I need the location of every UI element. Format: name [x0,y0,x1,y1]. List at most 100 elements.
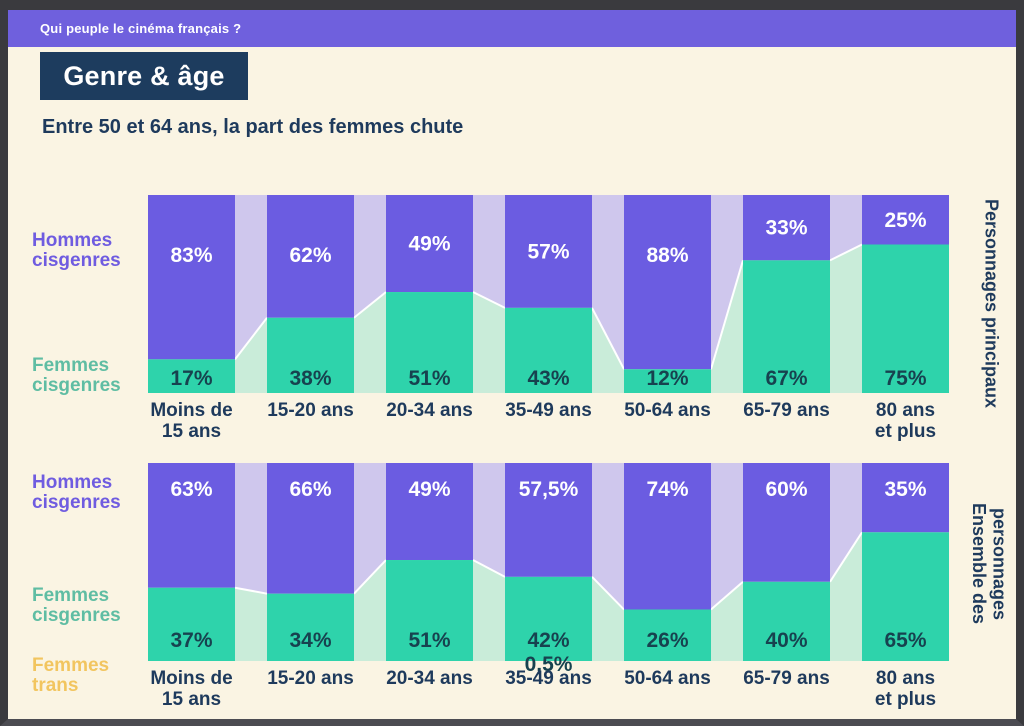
bar-value-femmes: 75% [884,367,926,390]
x-axis-label: 80 ans et plus [874,668,937,710]
bar-value-femmes: 26% [646,629,688,652]
bar-value-hommes: 74% [646,478,688,501]
connector-hommes [473,463,505,577]
bar-value-hommes: 62% [289,244,331,267]
bar-segment-hommes [267,463,354,594]
bar-segment-femmes [386,560,473,661]
legend-femmes-trans-chart2: Femmes trans [32,655,110,697]
connector-hommes [354,463,386,594]
bar-segment-femmes [148,359,235,393]
bar-segment-hommes [862,463,949,533]
connector-femmes [235,587,267,661]
connector-divider [234,586,268,595]
chart2-rotated-title: Ensemble des personnages [969,503,1010,625]
bar-segment-femmes [267,317,354,393]
bar-segment-hommes [148,463,235,588]
chart-subtitle: Entre 50 et 64 ans, la part des femmes c… [42,116,464,138]
x-axis-label: Moins de 15 ans [150,668,233,710]
connector-femmes [473,560,505,661]
connector-hommes [235,463,267,594]
x-axis-label: 15-20 ans [267,400,354,421]
bar-segment-femmes [624,609,711,661]
connector-divider [591,307,625,370]
connector-divider [472,559,506,578]
bar-value-hommes: 60% [765,478,807,501]
bar-segment-hommes [743,195,830,261]
legend-femmes-cisgenres-chart1: Femmes cisgenres [32,355,121,397]
x-axis-label: 65-79 ans [743,668,830,689]
legend-femmes-cisgenres-chart2: Femmes cisgenres [32,585,121,627]
bar-segment-femmes [148,587,235,661]
bar-segment-femmes [862,532,949,661]
connector-divider [353,559,387,595]
chart-ensemble-personnages: 63% 37% 66% 34% 49% 51% 57,5% 42%0,5% 74% 26% 60% 4… [148,463,949,676]
connector-hommes [711,463,743,610]
bar-segment-hommes [386,195,473,293]
connector-hommes [354,195,386,318]
connector-divider [710,260,744,370]
legend-hommes-cisgenres-chart1: Hommes cisgenres [32,230,121,272]
connector-femmes [830,532,862,661]
bar-segment-femmes [862,244,949,393]
x-axis-label: 15-20 ans [267,668,354,689]
bar-value-femmes: 12% [646,367,688,390]
bar-segment-hommes [505,463,592,577]
bar-value-hommes: 57,5% [519,478,579,501]
connector-hommes [235,195,267,360]
bar-segment-femmes [505,307,592,393]
bar-segment-hommes [267,195,354,318]
bar-value-femmes: 43% [527,367,569,390]
bar-value-femmes: 34% [289,629,331,652]
connector-hommes [592,463,624,610]
bar-value-femmes-trans: 0,5% [525,653,573,676]
bar-value-hommes: 83% [170,244,212,267]
x-axis-label: 50-64 ans [624,400,711,421]
x-axis-label: 20-34 ans [386,668,473,689]
bar-segment-hommes [386,463,473,561]
x-axis-label: 35-49 ans [505,400,592,421]
legend-hommes-cisgenres-chart2: Hommes cisgenres [32,472,121,514]
connector-divider [234,317,268,360]
bar-segment-hommes [743,463,830,582]
bar-segment-hommes [624,463,711,610]
bar-segment-femmes [386,292,473,393]
connector-femmes [235,317,267,393]
bar-value-hommes: 25% [884,209,926,232]
connector-femmes [354,292,386,393]
bar-value-femmes: 51% [408,367,450,390]
x-axis-label: 20-34 ans [386,400,473,421]
bar-segment-hommes [624,195,711,370]
infographic-page: Qui peuple le cinéma français ? Genre & … [8,10,1016,719]
connector-divider [591,576,625,611]
chart-personnages-principaux: 83% 17% 62% 38% 49% 51% 57% 43% 88% 12% 33% 67% 25% 7… [148,195,949,393]
bar-value-femmes: 40% [765,629,807,652]
bar-value-hommes: 33% [765,217,807,240]
connector-divider [829,531,863,583]
bar-segment-femmes [505,576,592,661]
bar-value-hommes: 66% [289,478,331,501]
connector-divider [710,581,744,611]
bar-value-hommes: 57% [527,240,569,263]
connector-hommes [711,195,743,370]
bar-value-femmes: 37% [170,629,212,652]
bar-value-hommes: 49% [408,233,450,256]
bar-value-femmes: 38% [289,367,331,390]
x-axis-label: Moins de 15 ans [150,400,233,442]
bar-segment-hommes [505,195,592,308]
connector-femmes [711,260,743,393]
bar-value-hommes: 35% [884,478,926,501]
connector-divider [353,291,387,319]
x-axis-label: 80 ans et plus [874,400,937,442]
bar-value-femmes: 67% [765,367,807,390]
connector-divider [829,243,863,262]
header-bar: Qui peuple le cinéma français ? [8,10,1016,47]
x-axis-label: 35-49 ans [505,668,592,689]
connector-divider [472,291,506,309]
connector-femmes [711,581,743,661]
bar-segment-femmes [743,260,830,393]
connector-femmes [473,292,505,393]
bar-segment-hommes [862,195,949,245]
connector-femmes [592,576,624,661]
bar-value-hommes: 88% [646,244,688,267]
